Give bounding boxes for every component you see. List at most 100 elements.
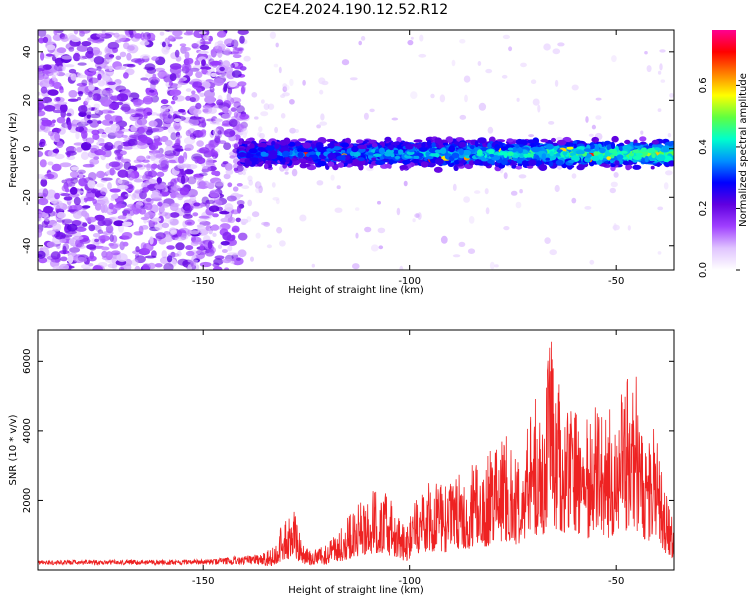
heatmap-noise-cell [38, 214, 44, 218]
heatmap-signal-cell [632, 155, 642, 160]
heatmap-noise-cell [88, 224, 96, 232]
heatmap-noise-cell [52, 148, 60, 154]
heatmap-noise-cell [163, 263, 174, 270]
heatmap-signal-cell [621, 150, 628, 154]
heatmap-faint-cell [485, 68, 493, 74]
heatmap-faint-cell [657, 70, 662, 75]
heatmap-faint-cell [415, 213, 420, 218]
heatmap-noise-cell [175, 148, 184, 152]
heatmap-noise-cell [192, 81, 202, 88]
heatmap-noise-cell [195, 71, 203, 79]
heatmap-noise-cell [38, 119, 43, 125]
heatmap-faint-cell [330, 174, 335, 181]
heatmap-faint-cell [370, 244, 379, 252]
heatmap-faint-cell [318, 77, 326, 85]
heatmap-faint-cell [657, 206, 664, 211]
heatmap-noise-cell [130, 58, 143, 63]
heatmap-noise-cell [65, 230, 77, 235]
heatmap-noise-cell [209, 60, 222, 66]
heatmap-noise-cell [88, 77, 99, 84]
heatmap-noise-cell [109, 102, 120, 110]
heatmap-signal-cell [651, 139, 660, 145]
heatmap-signal-cell [548, 161, 554, 167]
heatmap-noise-cell [101, 246, 110, 251]
heatmap-noise-cell [93, 56, 105, 65]
heatmap-signal-cell [646, 148, 656, 154]
heatmap-noise-cell [92, 93, 101, 101]
heatmap-noise-cell [135, 208, 142, 214]
heatmap-faint-cell [241, 185, 250, 190]
heatmap-signal-cell [567, 159, 576, 164]
heatmap-noise-cell [212, 152, 218, 160]
heatmap-noise-cell [94, 107, 100, 114]
heatmap-noise-cell [239, 66, 247, 71]
heatmap-signal-cell [248, 148, 258, 154]
heatmap-noise-cell [149, 89, 155, 93]
heatmap-noise-cell [123, 161, 132, 171]
heatmap-faint-cell [537, 104, 541, 113]
y-tick-label: 40 [22, 45, 33, 58]
heatmap-faint-cell [464, 94, 468, 103]
heatmap-noise-cell [225, 163, 233, 171]
heatmap-noise-cell [143, 187, 149, 194]
heatmap-noise-cell [201, 119, 207, 128]
heatmap-noise-cell [108, 202, 114, 210]
heatmap-signal-cell [584, 157, 591, 163]
heatmap-faint-cell [399, 265, 404, 270]
heatmap-faint-cell [260, 111, 269, 117]
heatmap-faint-cell [274, 126, 278, 134]
heatmap-noise-cell [110, 95, 122, 101]
heatmap-noise-cell [221, 249, 228, 253]
heatmap-noise-cell [107, 132, 117, 139]
heatmap-noise-cell [107, 81, 116, 86]
heatmap-noise-cell [73, 30, 79, 35]
y-tick-label: 0 [22, 146, 33, 152]
heatmap-signal-cell [448, 145, 456, 153]
heatmap-signal-cell [308, 151, 317, 155]
heatmap-noise-cell [38, 64, 46, 71]
heatmap-faint-cell [289, 99, 295, 105]
heatmap-faint-cell [595, 97, 602, 101]
heatmap-signal-cell [398, 149, 404, 155]
heatmap-noise-cell [97, 229, 104, 234]
heatmap-noise-cell [196, 87, 202, 93]
heatmap-noise-cell [199, 244, 204, 251]
heatmap-signal-cell [511, 146, 517, 153]
heatmap-faint-cell [588, 133, 594, 137]
heatmap-faint-cell [612, 224, 620, 231]
heatmap-signal-cell [336, 155, 346, 161]
heatmap-faint-cell [364, 226, 372, 233]
heatmap-noise-cell [56, 47, 67, 54]
heatmap-noise-cell [197, 218, 207, 223]
snr-plot-area [38, 341, 674, 567]
heatmap-noise-cell [188, 118, 199, 127]
heatmap-signal-cell [519, 154, 524, 159]
heatmap-noise-cell [168, 81, 174, 86]
heatmap-signal-cell [477, 149, 483, 156]
heatmap-signal-cell [632, 159, 638, 163]
heatmap-noise-cell [160, 99, 169, 105]
heatmap-noise-cell [100, 235, 106, 244]
heatmap-noise-cell [51, 119, 56, 124]
heatmap-signal-cell [378, 147, 385, 155]
heatmap-faint-cell [311, 263, 315, 268]
heatmap-noise-cell [145, 197, 152, 202]
heatmap-noise-cell [50, 251, 61, 260]
heatmap-signal-cell [434, 137, 442, 144]
heatmap-noise-cell [184, 51, 190, 59]
heatmap-signal-cell [506, 138, 514, 143]
heatmap-noise-cell [191, 43, 199, 47]
heatmap-signal-cell [418, 147, 428, 152]
heatmap-noise-cell [161, 45, 170, 55]
heatmap-signal-cell [566, 146, 574, 150]
heatmap-noise-cell [142, 95, 153, 105]
heatmap-noise-cell [151, 128, 160, 132]
colorbar-tick-label: 0.2 [698, 201, 709, 217]
heatmap-noise-cell [217, 130, 222, 135]
heatmap-noise-cell [127, 138, 138, 147]
heatmap-signal-cell [291, 157, 298, 162]
heatmap-signal-cell [511, 165, 517, 169]
heatmap-noise-cell [73, 52, 81, 62]
heatmap-noise-cell [94, 238, 100, 243]
heatmap-noise-cell [200, 41, 212, 45]
